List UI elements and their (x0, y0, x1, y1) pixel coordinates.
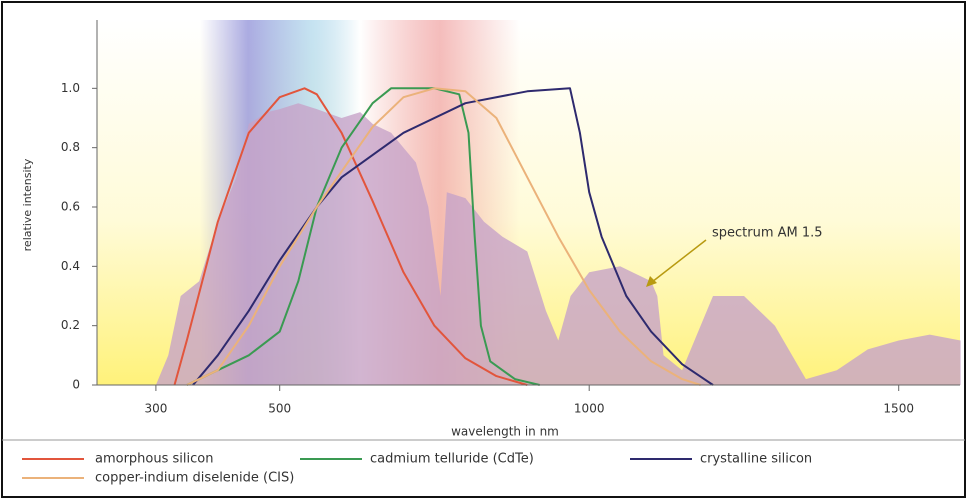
y-tick-label: 0.2 (61, 318, 80, 332)
legend-label: cadmium telluride (CdTe) (370, 452, 534, 467)
annotation-arrow (651, 239, 707, 283)
x-tick-label: 1000 (574, 402, 605, 416)
x-axis-title: wavelength in nm (451, 425, 559, 439)
plot-area (155, 87, 961, 386)
x-tick-label: 500 (268, 402, 291, 416)
x-tick-label: 1500 (883, 402, 914, 416)
y-tick-label: 1.0 (61, 81, 80, 95)
series-line (173, 87, 528, 386)
y-axis-title: relative intensity (21, 158, 34, 251)
legend-label: amorphous silicon (95, 452, 213, 467)
series-line (186, 87, 701, 386)
annotation: spectrum AM 1.5 (712, 226, 823, 241)
y-tick-label: 0.8 (61, 140, 80, 154)
x-tick-label: 300 (144, 402, 167, 416)
series-line (186, 87, 540, 386)
legend-label: copper-indium diselenide (CIS) (95, 471, 294, 486)
spectrum-area (155, 103, 961, 385)
legend-label: crystalline silicon (700, 452, 812, 467)
y-tick-label: 0.4 (61, 259, 80, 273)
y-tick-label: 0 (72, 378, 80, 392)
annotation-arrowhead (646, 276, 657, 287)
series-line (192, 87, 714, 386)
y-tick-label: 0.6 (61, 200, 80, 214)
